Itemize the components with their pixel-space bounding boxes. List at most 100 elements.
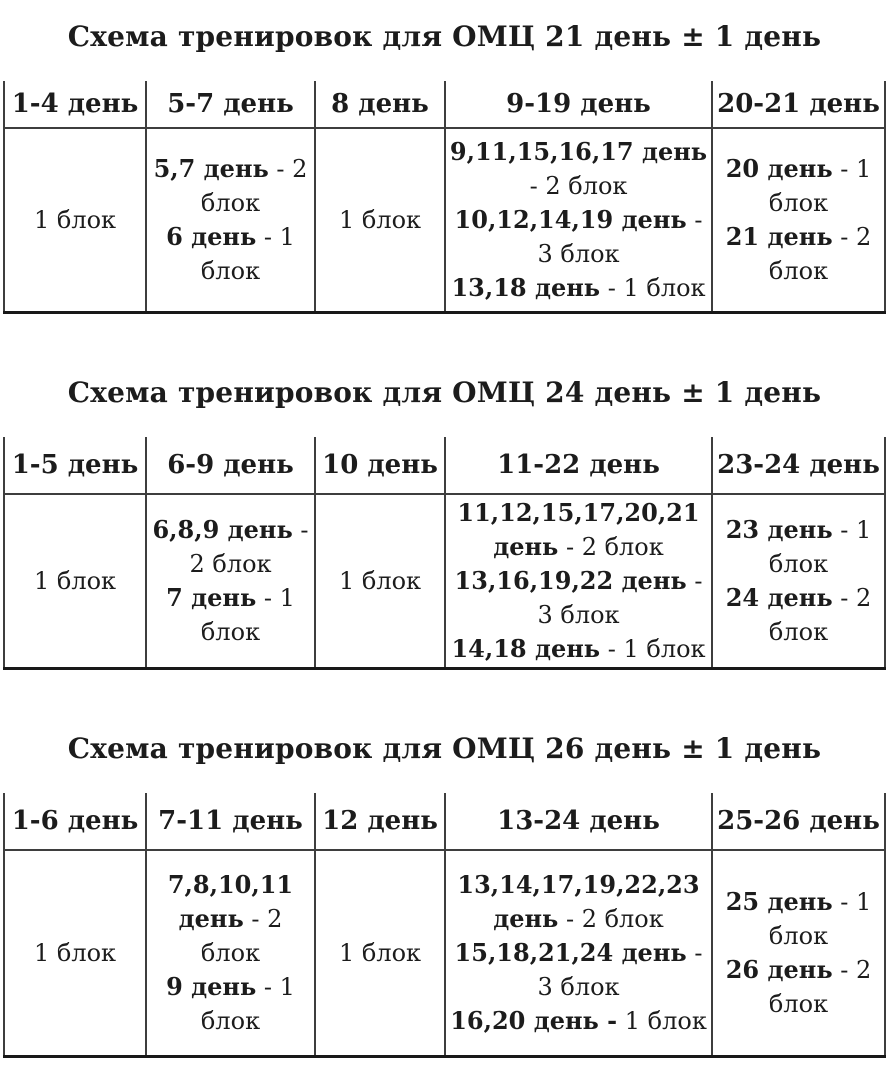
- day-label: 7 день: [166, 583, 257, 612]
- day-rule: 6 день - 1 блок: [150, 220, 311, 288]
- body-cell: 1 блок: [3, 128, 146, 314]
- block-count: - 2 блок: [768, 956, 872, 1018]
- header-cell: 20-21 день: [711, 81, 886, 129]
- block-count: - 3 блок: [537, 567, 703, 629]
- body-cell: 5,7 день - 2 блок 6 день - 1 блок: [145, 128, 315, 314]
- block-count: - 1 блок: [768, 155, 872, 217]
- day-rule: 1 блок: [8, 203, 142, 237]
- block-count: 1 блок: [338, 567, 422, 595]
- day-rule: 25 день - 1 блок: [716, 885, 881, 953]
- day-label: 9,11,15,16,17 день: [449, 137, 708, 166]
- block-count: - 2 блок: [529, 172, 628, 200]
- day-label: 20 день: [725, 154, 833, 183]
- block-count: - 2 блок: [189, 516, 309, 578]
- block-count: - 1 блок: [200, 584, 295, 646]
- block-count: 1 блок: [33, 206, 117, 234]
- header-cell: 13-24 день: [444, 793, 712, 851]
- block-count: 1 блок: [33, 939, 117, 967]
- day-rule: 21 день - 2 блок: [716, 220, 881, 288]
- block-count: - 1 блок: [200, 973, 295, 1035]
- header-cell: 8 день: [314, 81, 445, 129]
- block-count: - 1 блок: [768, 888, 872, 950]
- header-cell: 25-26 день: [711, 793, 886, 851]
- block-count: 1 блок: [617, 1007, 707, 1035]
- day-rule: 13,16,19,22 день - 3 блок: [449, 564, 708, 632]
- block-count: - 2 блок: [558, 905, 664, 933]
- block-count: - 1 блок: [600, 274, 706, 302]
- day-rule: 9 день - 1 блок: [150, 970, 311, 1038]
- header-row: 1-4 день 5-7 день 8 день 9-19 день 20-21 ден…: [3, 81, 886, 129]
- header-cell: 10 день: [314, 437, 445, 495]
- header-cell: 7-11 день: [145, 793, 315, 851]
- block-count: - 2 блок: [200, 905, 283, 967]
- day-rule: 7,8,10,11 день - 2 блок: [150, 868, 311, 970]
- day-label: 9 день: [166, 972, 257, 1001]
- header-cell: 23-24 день: [711, 437, 886, 495]
- header-cell: 9-19 день: [444, 81, 712, 129]
- day-label: 10,12,14,19 день: [454, 205, 687, 234]
- block-count: - 1 блок: [200, 223, 295, 285]
- scheme-section-omc-21: Схема тренировок для ОМЦ 21 день ± 1 ден…: [0, 20, 889, 314]
- day-label: 6,8,9 день: [152, 515, 293, 544]
- header-cell: 1-6 день: [3, 793, 146, 851]
- day-label: 21 день: [725, 222, 833, 251]
- day-label: 5,7 день: [153, 154, 269, 183]
- day-label: 16,20 день -: [450, 1006, 618, 1035]
- block-count: - 3 блок: [537, 206, 703, 268]
- day-rule: 7 день - 1 блок: [150, 581, 311, 649]
- scheme-section-omc-24: Схема тренировок для ОМЦ 24 день ± 1 ден…: [0, 376, 889, 670]
- day-rule: 11,12,15,17,20,21 день - 2 блок: [449, 496, 708, 564]
- body-cell: 9,11,15,16,17 день - 2 блок 10,12,14,19 д…: [444, 128, 712, 314]
- body-cell: 1 блок: [314, 128, 445, 314]
- scheme-title: Схема тренировок для ОМЦ 24 день ± 1 ден…: [67, 376, 822, 409]
- training-schemes-document: Схема тренировок для ОМЦ 21 день ± 1 ден…: [0, 20, 889, 1058]
- body-cell: 1 блок: [3, 494, 146, 670]
- body-cell: 1 блок: [3, 850, 146, 1058]
- day-rule: 26 день - 2 блок: [716, 953, 881, 1021]
- body-cell: 1 блок: [314, 850, 445, 1058]
- day-rule: 20 день - 1 блок: [716, 152, 881, 220]
- day-rule: 23 день - 1 блок: [716, 513, 881, 581]
- day-label: 13,14,17,19,22,23 день: [457, 870, 700, 933]
- scheme-title: Схема тренировок для ОМЦ 26 день ± 1 ден…: [67, 732, 822, 765]
- header-row: 1-6 день 7-11 день 12 день 13-24 день 25-26 …: [3, 793, 886, 851]
- body-row: 1 блок 5,7 день - 2 блок 6 день - 1 блок 1 …: [3, 128, 886, 314]
- block-count: - 2 блок: [558, 533, 664, 561]
- day-rule: 6,8,9 день - 2 блок: [150, 513, 311, 581]
- block-count: 1 блок: [338, 206, 422, 234]
- header-cell: 1-4 день: [3, 81, 146, 129]
- day-rule: 1 блок: [319, 936, 441, 970]
- day-label: 7,8,10,11 день: [167, 870, 294, 933]
- header-cell: 12 день: [314, 793, 445, 851]
- day-rule: 13,18 день - 1 блок: [449, 271, 708, 305]
- day-rule: 16,20 день - 1 блок: [449, 1004, 708, 1038]
- header-cell: 1-5 день: [3, 437, 146, 495]
- body-cell: 6,8,9 день - 2 блок 7 день - 1 блок: [145, 494, 315, 670]
- day-label: 13,18 день: [451, 273, 601, 302]
- block-count: - 1 блок: [768, 516, 872, 578]
- block-count: - 3 блок: [537, 939, 703, 1001]
- body-row: 1 блок 7,8,10,11 день - 2 блок 9 день - 1 …: [3, 850, 886, 1058]
- scheme-table: 1-6 день 7-11 день 12 день 13-24 день 25-26 …: [3, 793, 886, 1058]
- header-cell: 5-7 день: [145, 81, 315, 129]
- day-rule: 15,18,21,24 день - 3 блок: [449, 936, 708, 1004]
- block-count: 1 блок: [33, 567, 117, 595]
- day-label: 26 день: [725, 955, 833, 984]
- body-cell: 1 блок: [314, 494, 445, 670]
- page: { "page": { "background": "#ffffff", "te…: [0, 20, 889, 1086]
- day-rule: 1 блок: [319, 203, 441, 237]
- day-rule: 10,12,14,19 день - 3 блок: [449, 203, 708, 271]
- day-label: 13,16,19,22 день: [454, 566, 687, 595]
- block-count: - 2 блок: [768, 223, 872, 285]
- body-cell: 7,8,10,11 день - 2 блок 9 день - 1 блок: [145, 850, 315, 1058]
- day-label: 14,18 день: [451, 634, 601, 663]
- scheme-table: 1-5 день 6-9 день 10 день 11-22 день 23-24 д…: [3, 437, 886, 670]
- scheme-title: Схема тренировок для ОМЦ 21 день ± 1 ден…: [67, 20, 822, 53]
- scheme-section-omc-26: Схема тренировок для ОМЦ 26 день ± 1 ден…: [0, 732, 889, 1058]
- day-rule: 14,18 день - 1 блок: [449, 632, 708, 666]
- day-label: 11,12,15,17,20,21 день: [457, 498, 700, 561]
- day-rule: 9,11,15,16,17 день - 2 блок: [449, 135, 708, 203]
- day-rule: 24 день - 2 блок: [716, 581, 881, 649]
- day-label: 24 день: [725, 583, 833, 612]
- body-cell: 25 день - 1 блок 26 день - 2 блок: [711, 850, 886, 1058]
